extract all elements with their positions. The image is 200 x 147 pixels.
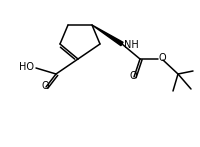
Text: O: O (158, 53, 166, 63)
Text: HO: HO (19, 62, 34, 72)
Text: NH: NH (123, 40, 138, 50)
Polygon shape (92, 25, 122, 46)
Text: O: O (41, 81, 49, 91)
Text: O: O (129, 71, 136, 81)
